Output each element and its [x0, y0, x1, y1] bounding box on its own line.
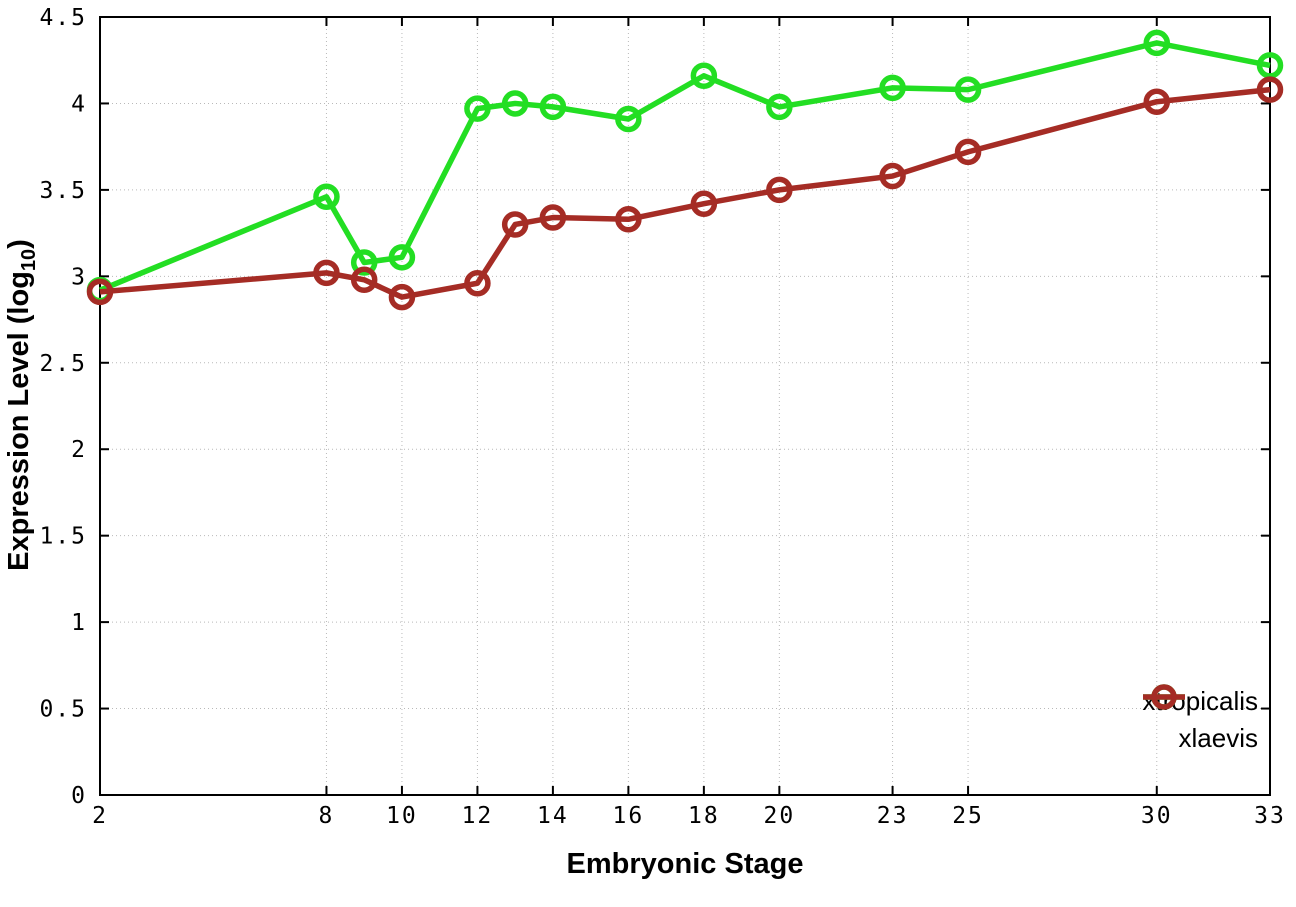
y-tick-label: 3.5 [39, 178, 87, 204]
data-point-xtropicalis [1143, 29, 1171, 57]
data-point-xtropicalis [313, 183, 340, 211]
data-point-xlaevis [388, 283, 416, 311]
x-tick-label: 20 [764, 803, 796, 829]
data-point-xtropicalis [879, 74, 906, 102]
y-axis-title: Expression Level (log10) [3, 239, 41, 571]
data-point-xtropicalis [388, 244, 416, 271]
x-tick-label: 23 [877, 803, 909, 829]
legend-item-xlaevis: xlaevis [1142, 684, 1258, 757]
data-point-xtropicalis [350, 249, 378, 276]
x-tick-label: 2 [92, 803, 108, 829]
data-point-xlaevis [879, 162, 906, 190]
data-point-xlaevis [501, 211, 529, 238]
plot-frame [99, 16, 1271, 796]
data-point-xlaevis [1143, 88, 1171, 115]
y-tick-label: 0.5 [39, 697, 87, 723]
y-tick-label: 2.5 [39, 351, 87, 377]
x-tick-label: 30 [1141, 803, 1173, 829]
y-tick-label: 1.5 [39, 524, 87, 550]
y-tick-label: 4.5 [39, 5, 87, 31]
y-tick-label: 3 [71, 264, 87, 290]
data-point-xtropicalis [1256, 52, 1284, 79]
data-point-xlaevis [86, 278, 114, 306]
data-point-xlaevis [690, 190, 718, 217]
x-tick-label: 16 [613, 803, 645, 829]
x-tick-label: 8 [319, 803, 335, 829]
x-tick-label: 18 [688, 803, 720, 829]
x-tick-label: 14 [537, 803, 569, 829]
y-tick-label: 2 [71, 437, 87, 463]
data-point-xlaevis [350, 266, 378, 294]
data-point-xlaevis [313, 259, 340, 287]
legend-marker-xlaevis [1143, 684, 1186, 710]
y-axis-title-subscript: 10 [18, 248, 40, 272]
data-point-xtropicalis [501, 90, 529, 117]
y-tick-label: 1 [71, 610, 87, 636]
data-point-xlaevis [615, 206, 642, 233]
x-axis-title: Embryonic Stage [566, 848, 804, 880]
data-point-xlaevis [1256, 76, 1284, 103]
series-xlaevis-line [99, 86, 1271, 300]
data-point-xlaevis [954, 138, 982, 166]
x-tick-label: 33 [1254, 803, 1286, 829]
y-tick-label: 4 [71, 91, 87, 117]
data-point-xlaevis [766, 176, 793, 204]
x-tick-label: 25 [952, 803, 984, 829]
legend-label-xlaevis: xlaevis [1178, 723, 1258, 753]
data-point-xtropicalis [690, 62, 718, 90]
y-axis-title-text: Expression Level (log [3, 271, 35, 571]
data-point-xtropicalis [954, 76, 982, 103]
x-tick-label: 12 [462, 803, 494, 829]
data-point-xlaevis [539, 204, 567, 231]
data-point-xlaevis [464, 269, 491, 297]
x-tick-label: 10 [386, 803, 418, 829]
legend-label-xtropicalis: xtropicalis [1142, 686, 1258, 716]
series-xtropicalis-line [98, 40, 1271, 293]
data-point-xtropicalis [539, 93, 567, 121]
y-axis-title-close: ) [3, 239, 35, 249]
legend: xtropicalis xlaevis [1142, 683, 1258, 757]
data-point-xtropicalis [766, 93, 793, 121]
y-tick-label: 0 [71, 783, 87, 809]
data-point-xtropicalis [464, 95, 491, 122]
data-point-xtropicalis [615, 105, 642, 133]
